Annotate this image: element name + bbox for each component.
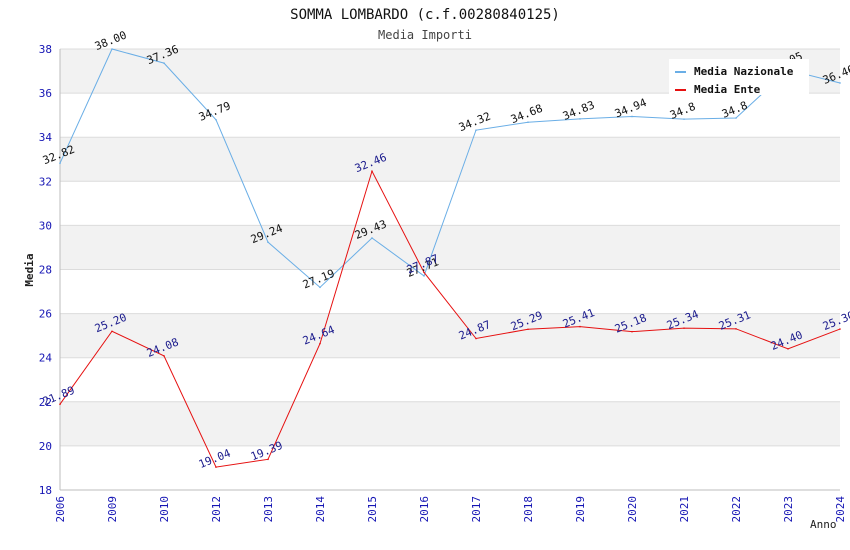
data-point — [371, 170, 373, 172]
data-point — [423, 275, 425, 277]
x-tick-label: 2023 — [782, 496, 795, 523]
chart-subtitle: Media Importi — [378, 28, 472, 42]
data-point — [735, 117, 737, 119]
data-point — [735, 328, 737, 330]
data-point — [215, 118, 217, 121]
data-point — [215, 466, 217, 468]
x-tick-label: 2021 — [678, 496, 691, 523]
y-tick-label: 34 — [39, 131, 53, 144]
y-tick-label: 20 — [39, 440, 52, 453]
x-tick-label: 2017 — [470, 496, 483, 523]
x-tick-label: 2024 — [834, 496, 847, 523]
data-point — [267, 458, 269, 461]
data-point — [371, 237, 373, 239]
plot-band — [60, 401, 840, 446]
y-tick-label: 26 — [39, 308, 52, 321]
y-tick-label: 38 — [39, 43, 52, 56]
data-point — [59, 162, 61, 165]
data-point — [683, 327, 685, 329]
legend-label-media-ente: Media Ente — [694, 83, 761, 96]
data-point — [319, 286, 321, 289]
x-tick-label: 2014 — [314, 496, 327, 523]
plot-band — [60, 357, 840, 402]
y-tick-label: 28 — [39, 264, 52, 277]
plot-band — [60, 225, 840, 270]
x-axis-label: Anno — [810, 518, 837, 531]
data-point — [579, 118, 581, 120]
data-point — [163, 62, 165, 64]
y-tick-label: 22 — [39, 396, 52, 409]
legend-label-media-nazionale: Media Nazionale — [694, 65, 794, 78]
y-tick-label: 32 — [39, 175, 52, 188]
x-tick-label: 2006 — [54, 496, 67, 523]
x-tick-label: 2019 — [574, 496, 587, 523]
y-axis-ticks: 18 20 22 24 26 28 30 32 34 36 38 — [39, 43, 53, 497]
data-point — [579, 325, 581, 328]
x-tick-label: 2016 — [418, 496, 431, 523]
legend: Media Nazionale Media Ente — [669, 59, 809, 96]
x-tick-label: 2012 — [210, 496, 223, 523]
data-point — [839, 328, 841, 330]
data-point — [787, 348, 789, 350]
x-axis-ticks: 2006 2009 2010 2012 2013 2014 2015 2016 2017 2018… — [54, 496, 847, 523]
y-tick-label: 30 — [39, 219, 52, 232]
series-line-media-ente — [59, 169, 841, 468]
data-point — [683, 118, 685, 120]
x-tick-label: 2009 — [106, 496, 119, 523]
x-tick-label: 2010 — [158, 496, 171, 523]
y-tick-label: 24 — [39, 352, 53, 365]
x-tick-label: 2013 — [262, 496, 275, 523]
plot-band — [60, 93, 840, 138]
data-point — [475, 129, 477, 131]
chart-title: SOMMA LOMBARDO (c.f.00280840125) — [290, 7, 560, 23]
data-point — [111, 330, 113, 333]
data-point — [111, 48, 113, 50]
y-tick-label: 36 — [39, 87, 52, 100]
data-point — [59, 403, 61, 406]
data-point — [631, 330, 633, 333]
y-axis-label: Media — [23, 253, 36, 286]
plot-band — [60, 269, 840, 314]
data-point — [527, 328, 529, 331]
plot-band — [60, 137, 840, 182]
data-point — [631, 115, 633, 118]
series-line-media-nazionale — [59, 48, 841, 289]
x-tick-label: 2022 — [730, 496, 743, 523]
plot-band — [60, 445, 840, 490]
data-point — [839, 82, 841, 84]
x-tick-label: 2020 — [626, 496, 639, 523]
data-point — [267, 241, 269, 243]
data-point — [527, 121, 529, 124]
data-point — [319, 342, 321, 345]
data-point — [475, 337, 477, 340]
series-lines — [59, 48, 841, 468]
x-tick-label: 2015 — [366, 496, 379, 523]
legend-box — [669, 59, 809, 95]
y-tick-label: 18 — [39, 484, 52, 497]
plot-band — [60, 313, 840, 358]
x-tick-label: 2018 — [522, 496, 535, 523]
data-point — [423, 271, 425, 274]
grid-lines — [59, 48, 840, 491]
data-point — [163, 355, 165, 357]
